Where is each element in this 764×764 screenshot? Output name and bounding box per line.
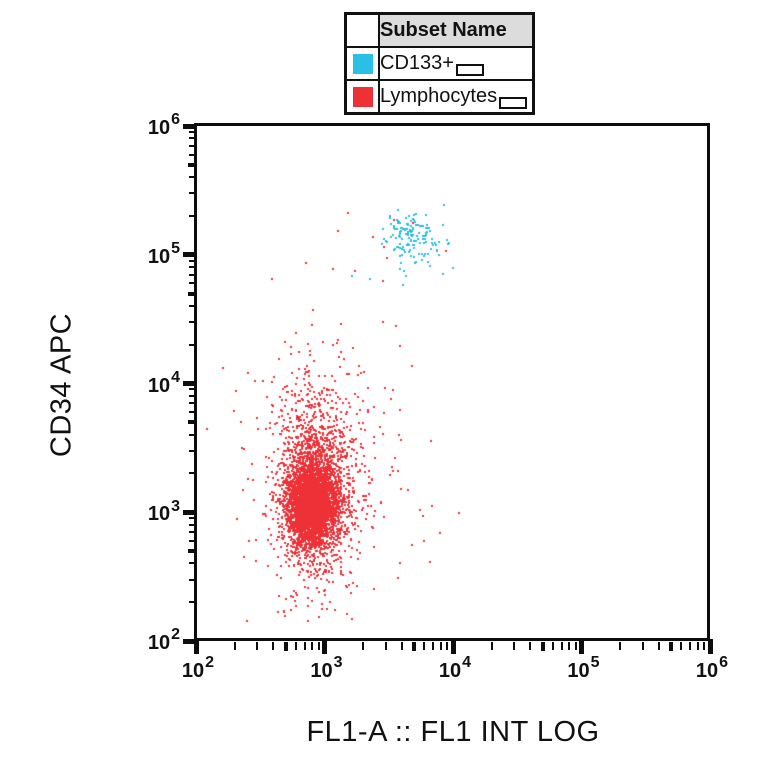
y-tick-min: [189, 402, 197, 405]
x-tick-min: [529, 642, 532, 650]
x-tick-label: 106: [695, 654, 729, 682]
y-tick-min: [189, 137, 197, 140]
y-tick-min: [189, 144, 197, 147]
x-tick-min: [446, 642, 449, 650]
y-tick-major: [183, 638, 197, 644]
x-tick-min: [551, 642, 554, 650]
y-axis-label: CD34 APC: [45, 312, 78, 458]
y-tick-med: [188, 162, 197, 167]
y-tick-min: [189, 433, 197, 436]
x-tick-min: [490, 642, 493, 650]
x-tick-major: [579, 639, 584, 654]
x-tick-min: [689, 642, 692, 650]
x-tick-min: [362, 642, 365, 650]
x-tick-label: 105: [567, 654, 600, 682]
x-tick-min: [303, 642, 306, 650]
y-tick-min: [189, 472, 197, 475]
y-tick-min: [189, 531, 197, 534]
x-tick-min: [439, 642, 442, 650]
x-tick-major: [193, 639, 199, 654]
x-tick-med: [412, 642, 417, 651]
y-tick-min: [189, 578, 197, 581]
y-tick-min: [189, 176, 197, 179]
x-tick-major: [322, 639, 327, 654]
y-tick-major: [183, 123, 197, 129]
y-tick-min: [189, 562, 197, 565]
y-tick-min: [189, 388, 197, 391]
y-tick-med: [188, 549, 197, 553]
x-tick-min: [680, 642, 683, 650]
x-tick-min: [311, 642, 314, 650]
x-tick-min: [641, 642, 644, 650]
x-tick-med: [669, 642, 674, 651]
y-tick-min: [189, 130, 197, 133]
x-tick-min: [560, 642, 563, 650]
x-tick-med: [283, 642, 288, 651]
x-tick-min: [400, 642, 403, 650]
y-tick-min: [189, 259, 197, 262]
x-tick-major: [450, 639, 456, 654]
y-tick-min: [189, 214, 197, 217]
y-tick-min: [189, 153, 197, 156]
x-tick-label: 103: [310, 654, 343, 682]
x-tick-min: [317, 642, 320, 650]
x-tick-min: [513, 642, 516, 650]
x-axis-label: FL1-A :: FL1 INT LOG: [306, 716, 600, 748]
y-tick-min: [189, 394, 197, 397]
x-tick-min: [657, 642, 660, 650]
y-tick-min: [189, 192, 197, 195]
y-tick-med: [188, 420, 197, 425]
y-tick-label: 105: [147, 240, 180, 268]
x-tick-min: [568, 642, 571, 650]
y-tick-min: [189, 411, 197, 414]
x-tick-min: [272, 642, 275, 650]
y-tick-min: [189, 449, 197, 452]
x-tick-min: [696, 642, 699, 650]
y-tick-min: [189, 523, 197, 526]
x-tick-min: [432, 642, 435, 650]
y-tick-label: 106: [147, 111, 180, 139]
y-tick-min: [189, 273, 197, 276]
x-tick-med: [540, 642, 545, 651]
x-tick-min: [423, 642, 426, 650]
x-tick-min: [294, 642, 297, 650]
y-tick-min: [189, 321, 197, 324]
y-tick-label: 104: [147, 368, 180, 397]
x-tick-min: [703, 642, 706, 650]
x-tick-label: 102: [181, 654, 215, 682]
y-tick-min: [189, 517, 197, 520]
y-tick-min: [189, 266, 197, 269]
y-tick-major: [183, 252, 197, 258]
y-tick-label: 102: [147, 626, 180, 654]
y-tick-min: [189, 304, 197, 307]
y-tick-min: [189, 601, 197, 604]
y-tick-major: [183, 509, 197, 515]
y-tick-med: [188, 291, 197, 296]
y-tick-min: [189, 282, 197, 285]
x-tick-min: [233, 642, 236, 650]
x-tick-min: [619, 642, 622, 650]
y-tick-min: [189, 539, 197, 542]
y-tick-min: [189, 343, 197, 346]
y-tick-label: 103: [147, 497, 180, 526]
x-tick-major: [707, 639, 713, 654]
x-tick-min: [256, 642, 259, 650]
x-tick-min: [574, 642, 577, 650]
y-tick-major: [183, 381, 197, 386]
x-tick-min: [384, 642, 387, 650]
x-tick-label: 104: [438, 654, 472, 682]
